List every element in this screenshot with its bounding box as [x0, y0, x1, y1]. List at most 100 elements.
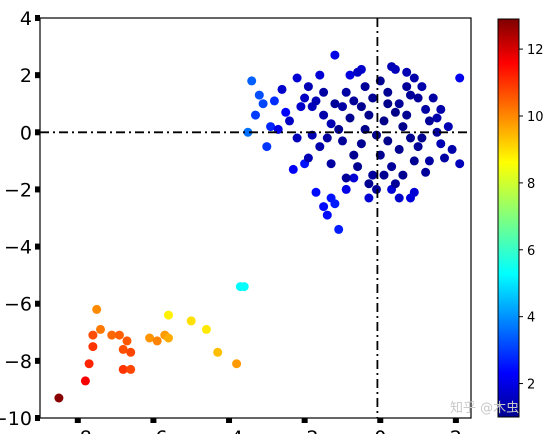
data-point — [315, 70, 325, 80]
data-point — [356, 102, 366, 112]
y-tick-label: −4 — [4, 237, 32, 259]
data-point — [345, 70, 355, 80]
data-point — [387, 162, 397, 172]
data-point — [319, 87, 329, 97]
data-point — [292, 133, 302, 143]
data-point — [164, 310, 173, 320]
y-tick-mark — [35, 15, 40, 21]
data-point — [345, 113, 355, 123]
data-point — [107, 330, 117, 340]
data-point — [303, 82, 313, 92]
data-point — [292, 73, 302, 83]
data-point — [338, 136, 347, 146]
watermark: 知乎 @木虫 — [450, 400, 519, 416]
data-point — [413, 93, 423, 103]
data-point — [394, 193, 404, 203]
data-point — [349, 150, 359, 160]
data-point — [368, 93, 378, 103]
data-point — [379, 116, 389, 126]
data-point — [394, 99, 404, 109]
data-point — [258, 99, 268, 109]
x-tick-mark — [452, 418, 459, 423]
y-tick-mark — [35, 415, 40, 421]
x-tick-mark — [226, 418, 233, 423]
data-point — [239, 282, 249, 292]
data-point — [447, 144, 457, 154]
x-tick-mark — [74, 418, 81, 423]
data-point — [364, 193, 374, 203]
data-point — [92, 304, 102, 314]
data-point — [353, 162, 363, 172]
data-point — [436, 139, 446, 149]
y-tick-mark — [35, 243, 40, 250]
data-point — [54, 393, 64, 403]
data-point — [145, 333, 155, 343]
data-point — [379, 170, 389, 180]
data-point — [402, 67, 412, 77]
y-tick-label: −8 — [4, 351, 32, 373]
data-point — [421, 167, 431, 177]
y-tick-mark — [35, 300, 40, 307]
y-axis: −10 −8 −6 −4 −2 0 2 4 — [0, 8, 40, 430]
data-point — [364, 110, 374, 120]
data-point — [118, 364, 128, 374]
data-point — [243, 127, 253, 137]
x-tick-mark — [377, 418, 384, 423]
y-tick-label: 2 — [20, 65, 32, 87]
data-point — [409, 156, 419, 166]
y-tick-label: 0 — [20, 122, 32, 144]
data-point — [341, 87, 351, 97]
y-tick-label: 4 — [20, 8, 32, 30]
x-tick-label: 2 — [450, 427, 462, 434]
data-point — [443, 122, 453, 132]
y-tick-mark — [35, 357, 40, 364]
data-point — [383, 87, 393, 97]
y-tick-label: −10 — [0, 408, 32, 430]
data-point — [402, 110, 412, 120]
data-point — [368, 170, 378, 180]
x-tick-label: −2 — [291, 427, 319, 434]
data-point — [417, 133, 427, 143]
data-point — [455, 159, 465, 169]
data-point — [247, 76, 257, 86]
colorbar — [497, 18, 520, 418]
data-point — [285, 116, 294, 126]
x-tick-label: −8 — [64, 427, 92, 434]
x-tick-label: −4 — [215, 427, 243, 434]
data-point — [341, 184, 351, 194]
data-point — [326, 159, 336, 169]
data-point — [266, 122, 276, 132]
data-point — [322, 210, 332, 220]
data-point — [424, 156, 434, 166]
data-point — [334, 224, 344, 234]
data-point — [432, 127, 442, 137]
colorbar-tick-label: 12 — [527, 43, 544, 58]
plot-background — [40, 18, 471, 418]
y-tick-label: −6 — [4, 294, 32, 316]
data-point — [390, 179, 400, 189]
data-point — [281, 107, 291, 117]
data-point — [406, 133, 415, 143]
data-point — [341, 173, 351, 183]
data-point — [383, 136, 393, 146]
data-point — [303, 153, 313, 163]
data-point — [326, 119, 336, 129]
data-point — [262, 142, 272, 152]
y-tick-mark — [35, 186, 40, 193]
data-point — [398, 170, 408, 180]
data-point — [436, 104, 446, 114]
data-point — [126, 364, 136, 374]
colorbar-tick-label: 2 — [527, 378, 535, 393]
data-point — [398, 122, 408, 132]
data-point — [417, 82, 427, 92]
data-point — [394, 144, 404, 154]
data-point — [330, 199, 340, 209]
data-point — [96, 324, 105, 334]
data-point — [288, 164, 298, 174]
data-point — [277, 84, 287, 94]
data-point — [349, 96, 359, 106]
data-point — [269, 96, 279, 106]
data-point — [402, 82, 412, 92]
data-point — [251, 110, 260, 120]
data-point — [311, 187, 321, 197]
